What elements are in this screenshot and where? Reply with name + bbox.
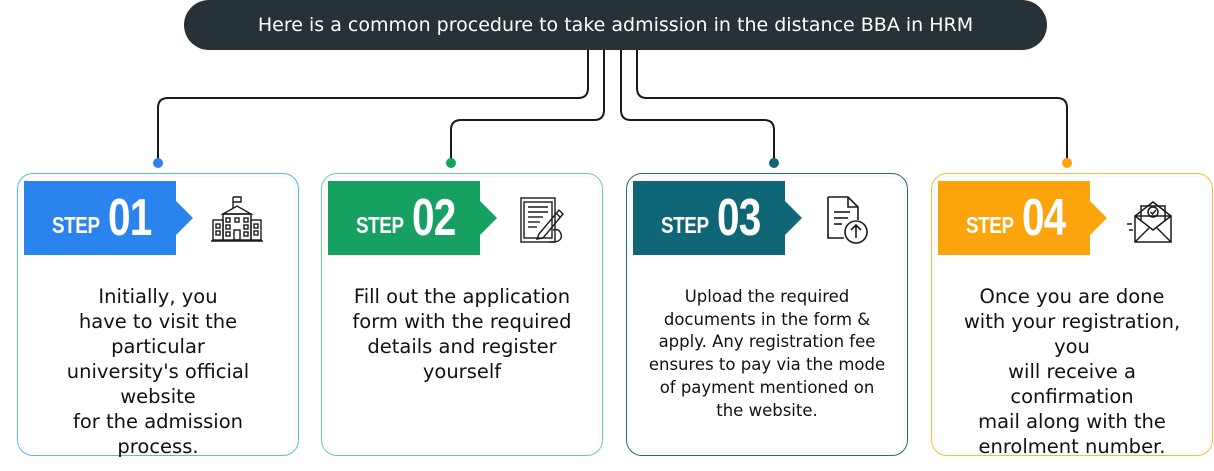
connector-step-1	[157, 50, 589, 162]
step-label: STEP	[966, 211, 1014, 238]
step-banner-2: STEP 02	[328, 181, 497, 255]
step-banner-1: STEP 01	[24, 181, 193, 255]
step-card-3: STEP 03 Upload the required documents in…	[626, 173, 908, 456]
step-number: 03	[717, 189, 761, 247]
step-label: STEP	[52, 211, 100, 238]
step-description: Fill out the application form with the r…	[352, 285, 572, 383]
step-description: Once you are done with your registration…	[963, 285, 1181, 458]
connector-step-3	[620, 50, 775, 162]
step-label: STEP	[661, 211, 709, 238]
application-form-icon	[520, 197, 564, 243]
step-description: Upload the required documents in the for…	[648, 287, 886, 420]
step-card-2: STEP 02 Fill out the application form wi…	[321, 173, 603, 456]
connector-dot-3	[769, 158, 779, 168]
step-number: 01	[108, 189, 152, 247]
step-card-4: STEP 04 Once you are done with your regi…	[931, 173, 1213, 458]
step-description: Initially, you have to visit the particu…	[66, 285, 250, 458]
connector-step-2	[450, 50, 605, 162]
step-banner-3: STEP 03	[633, 181, 802, 255]
step-banner-4: STEP 04	[938, 181, 1107, 255]
connector-dot-2	[446, 158, 456, 168]
page-title: Here is a common procedure to take admis…	[184, 0, 1047, 50]
document-upload-icon	[827, 196, 868, 244]
step-card-1: STEP 01 Initially, you have to visit the…	[17, 173, 299, 458]
step-number: 04	[1022, 189, 1066, 247]
confirmation-mail-icon	[1127, 201, 1172, 243]
step-number: 02	[412, 189, 456, 247]
university-building-icon	[211, 196, 263, 242]
connector-dot-4	[1062, 158, 1072, 168]
step-label: STEP	[356, 211, 404, 238]
connector-step-4	[636, 50, 1068, 162]
connector-dot-1	[153, 158, 163, 168]
